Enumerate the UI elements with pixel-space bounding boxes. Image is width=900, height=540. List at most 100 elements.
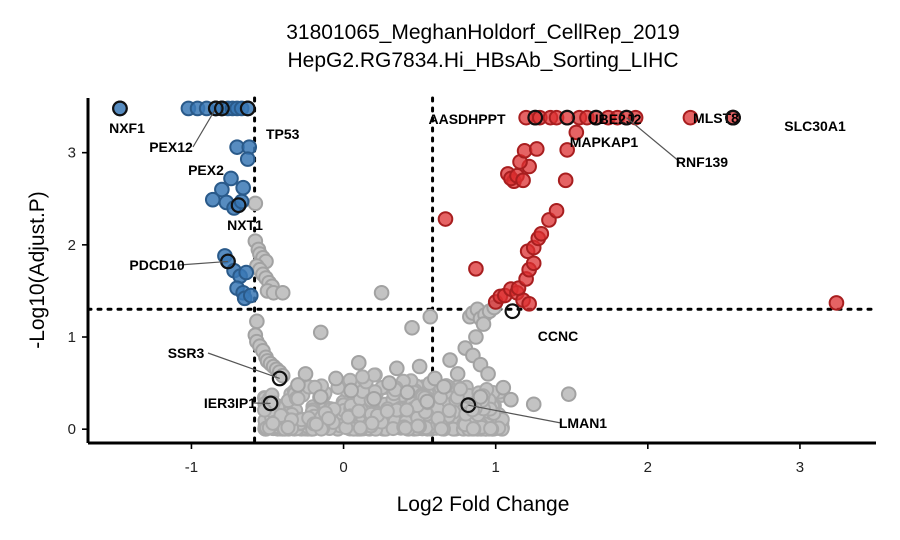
ns-point (480, 366, 496, 382)
non-significant-points (247, 195, 577, 437)
ns-point (410, 418, 426, 434)
down-point (223, 170, 239, 187)
y-tick-label: 3 (68, 145, 76, 162)
ns-point (525, 396, 542, 413)
y-tick-label: 0 (68, 421, 76, 438)
highlight-point-mapkap1 (559, 109, 576, 126)
ns-point (351, 403, 367, 419)
ns-point (265, 415, 281, 431)
ns-point (290, 391, 306, 407)
highlight-point-ssr3 (271, 370, 288, 387)
highlight-point-lman1 (460, 397, 477, 414)
gene-label-rnf139: RNF139 (676, 154, 728, 170)
ns-point (495, 379, 512, 396)
ns-point (381, 375, 398, 391)
gene-label-pex12: PEX12 (149, 139, 193, 155)
ns-point (449, 366, 466, 382)
x-tick-label: -1 (185, 459, 198, 476)
up-point (515, 172, 531, 189)
highlight-point-tp53 (239, 100, 256, 117)
ns-point (312, 389, 329, 405)
down-point (242, 287, 259, 304)
ns-point (483, 420, 499, 436)
ns-point (404, 319, 420, 336)
ns-point (249, 313, 265, 330)
ns-point (399, 384, 416, 401)
ns-point (433, 421, 449, 437)
highlight-point-pex12 (207, 100, 224, 117)
gene-label-ccnc: CCNC (538, 328, 578, 344)
chart-title: 31801065_MeghanHoldorf_CellRep_2019 (286, 21, 679, 44)
up-point (548, 202, 565, 219)
y-tick-label: 2 (68, 237, 76, 254)
ns-point (465, 421, 481, 437)
leader-line-pex12 (192, 108, 217, 148)
gene-label-slc30a1: SLC30A1 (784, 118, 846, 134)
ns-point (472, 389, 489, 405)
ns-point (343, 382, 359, 399)
ns-point (419, 393, 436, 410)
ns-point (503, 391, 519, 408)
ns-point (308, 416, 324, 432)
down-point (235, 179, 251, 196)
x-tick-label: 0 (339, 459, 347, 476)
up-point (468, 261, 484, 277)
ns-point (312, 324, 329, 341)
highlight-point-nxt1 (230, 197, 247, 214)
up-point (682, 109, 699, 126)
gene-label-lman1: LMAN1 (559, 415, 607, 431)
x-tick-label: 2 (644, 459, 652, 476)
ns-point (366, 390, 382, 407)
down-point (204, 191, 221, 208)
highlight-point-aasdhppt (527, 109, 544, 126)
gene-label-mapkap1: MAPKAP1 (570, 134, 639, 150)
y-tick-label: 1 (68, 329, 76, 346)
x-tick-label: 3 (796, 459, 804, 476)
leader-line-rnf139 (626, 117, 681, 163)
gene-label-ssr3: SSR3 (168, 345, 205, 361)
ns-point (436, 378, 452, 395)
up-point (557, 172, 574, 189)
highlight-point-rnf139 (618, 109, 635, 126)
y-axis-title: -Log10(Adjust.P) (26, 191, 49, 349)
ns-point (290, 377, 306, 393)
gene-label-nxf1: NXF1 (109, 120, 145, 136)
highlight-point-slc30a1 (725, 109, 741, 126)
axes: -1 0 1 2 3 0 1 2 3 (68, 98, 876, 476)
ns-point (422, 308, 439, 325)
up-point (568, 124, 585, 141)
gene-label-pdcd10: PDCD10 (129, 257, 184, 273)
chart-subtitle: HepG2.RG7834.Hi_HBsAb_Sorting_LIHC (287, 49, 678, 72)
down-point (239, 151, 256, 167)
ns-point (350, 355, 367, 371)
ns-point (247, 195, 264, 212)
x-axis-title: Log2 Fold Change (397, 493, 570, 516)
gene-label-nxt1: NXT1 (227, 217, 263, 233)
up-point (521, 296, 537, 312)
up-point (437, 211, 454, 227)
up-point (528, 141, 545, 157)
up-regulated-points (437, 109, 845, 312)
ns-point (321, 411, 337, 427)
ns-point (379, 403, 395, 419)
ns-point (297, 366, 314, 382)
ns-point (475, 316, 492, 332)
ns-point (280, 419, 296, 435)
up-point (533, 225, 550, 242)
ns-point (441, 403, 457, 419)
ns-point (397, 420, 413, 436)
ns-point (560, 386, 577, 402)
up-point (559, 142, 575, 158)
highlight-point-nxf1 (112, 100, 128, 117)
gene-label-pex2: PEX2 (188, 162, 224, 178)
ns-point (411, 358, 428, 375)
highlight-point-ccnc (504, 303, 521, 320)
leader-line-ssr3 (207, 352, 280, 380)
x-tick-label: 1 (492, 459, 500, 476)
ns-point (468, 329, 484, 345)
gene-label-aasdhppt: AASDHPPT (428, 111, 505, 127)
ns-point (355, 369, 371, 385)
leader-line-lman1 (468, 404, 562, 424)
